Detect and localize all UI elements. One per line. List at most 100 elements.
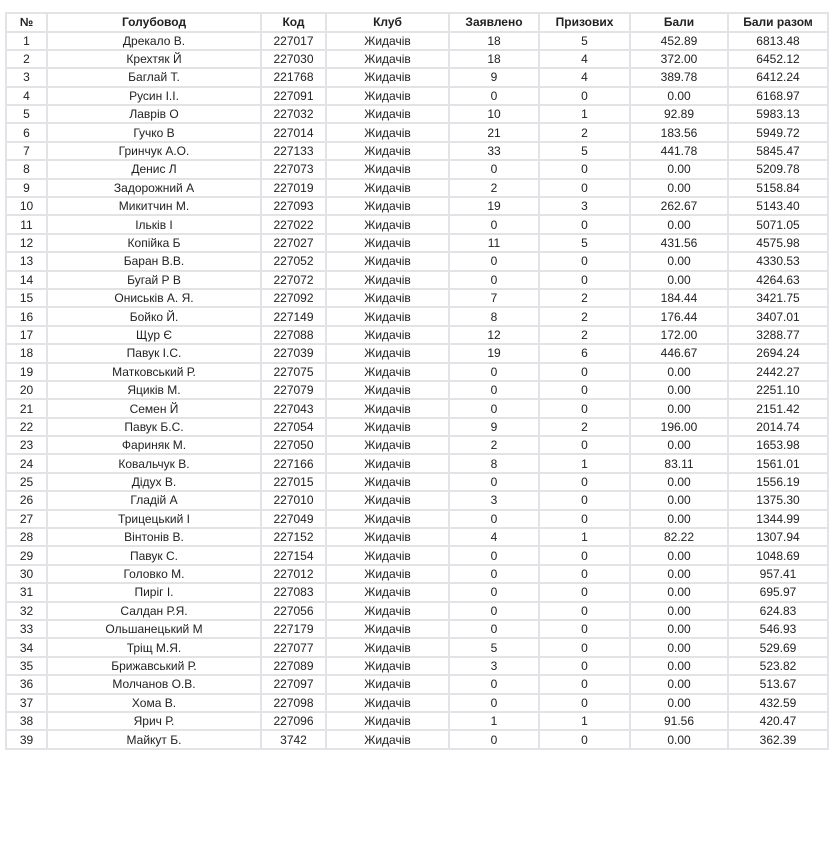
cell-entered: 0: [448, 85, 540, 107]
table-row: 9 Задорожний А 227019 Жидачів 2 0 0.00 5158.84: [5, 177, 829, 199]
cell-fancier: Бойко Й.: [46, 306, 262, 327]
cell-fancier: Баран В.В.: [46, 251, 262, 272]
cell-prizes: 0: [538, 600, 631, 622]
cell-club: Жидачів: [325, 674, 450, 695]
cell-number: 21: [5, 398, 48, 419]
cell-number: 3: [5, 67, 48, 88]
cell-code: 227097: [260, 674, 327, 695]
cell-entered: 33: [448, 140, 540, 162]
cell-points: 0.00: [629, 618, 729, 640]
cell-prizes: 0: [538, 637, 631, 658]
cell-entered: 2: [448, 435, 540, 456]
cell-points: 389.78: [629, 67, 729, 88]
cell-fancier: Дідух В.: [46, 471, 262, 493]
cell-fancier: Ковальчук В.: [46, 453, 262, 474]
cell-club: Жидачів: [325, 214, 450, 235]
table-row: 7 Гринчук А.О. 227133 Жидачів 33 5 441.78 5845.…: [5, 140, 829, 162]
cell-points: 446.67: [629, 343, 729, 364]
cell-number: 19: [5, 361, 48, 382]
cell-club: Жидачів: [325, 232, 450, 254]
cell-prizes: 0: [538, 159, 631, 180]
cell-prizes: 0: [538, 379, 631, 401]
cell-entered: 0: [448, 471, 540, 493]
cell-number: 32: [5, 600, 48, 622]
cell-prizes: 0: [538, 471, 631, 493]
cell-code: 227073: [260, 159, 327, 180]
cell-fancier: Дрекало В.: [46, 30, 262, 51]
table-row: 11 Ільків І 227022 Жидачів 0 0 0.00 5071.05: [5, 214, 829, 235]
cell-points: 262.67: [629, 195, 729, 217]
cell-prizes: 0: [538, 398, 631, 419]
cell-number: 16: [5, 306, 48, 327]
cell-club: Жидачів: [325, 324, 450, 346]
cell-club: Жидачів: [325, 67, 450, 88]
cell-club: Жидачів: [325, 637, 450, 658]
cell-entered: 2: [448, 177, 540, 199]
cell-total-points: 432.59: [727, 692, 829, 713]
cell-fancier: Павук С.: [46, 545, 262, 566]
table-row: 36 Молчанов О.В. 227097 Жидачів 0 0 0.00 513.67: [5, 674, 829, 695]
cell-club: Жидачів: [325, 177, 450, 199]
cell-fancier: Гучко В: [46, 122, 262, 143]
cell-number: 30: [5, 563, 48, 585]
cell-entered: 0: [448, 159, 540, 180]
cell-points: 92.89: [629, 104, 729, 125]
cell-total-points: 3288.77: [727, 324, 829, 346]
cell-number: 4: [5, 85, 48, 107]
cell-total-points: 1653.98: [727, 435, 829, 456]
table-row: 22 Павук Б.С. 227054 Жидачів 9 2 196.00 2014.74: [5, 416, 829, 438]
cell-points: 0.00: [629, 655, 729, 677]
cell-prizes: 0: [538, 545, 631, 566]
table-row: 15 Ониськів А. Я. 227092 Жидачів 7 2 184.44 342…: [5, 287, 829, 309]
cell-club: Жидачів: [325, 195, 450, 217]
cell-number: 9: [5, 177, 48, 199]
cell-total-points: 695.97: [727, 582, 829, 603]
cell-points: 0.00: [629, 361, 729, 382]
cell-entered: 0: [448, 361, 540, 382]
cell-code: 227056: [260, 600, 327, 622]
cell-prizes: 0: [538, 582, 631, 603]
cell-fancier: Хома В.: [46, 692, 262, 713]
cell-code: 227154: [260, 545, 327, 566]
cell-prizes: 2: [538, 122, 631, 143]
cell-prizes: 1: [538, 710, 631, 732]
cell-prizes: 0: [538, 655, 631, 677]
cell-code: 227019: [260, 177, 327, 199]
cell-number: 37: [5, 692, 48, 713]
cell-total-points: 4330.53: [727, 251, 829, 272]
cell-prizes: 0: [538, 729, 631, 750]
cell-total-points: 5158.84: [727, 177, 829, 199]
cell-number: 10: [5, 195, 48, 217]
cell-number: 7: [5, 140, 48, 162]
cell-club: Жидачів: [325, 545, 450, 566]
cell-points: 0.00: [629, 379, 729, 401]
cell-number: 28: [5, 527, 48, 548]
table-row: 38 Ярич Р. 227096 Жидачів 1 1 91.56 420.47: [5, 710, 829, 732]
cell-entered: 18: [448, 48, 540, 70]
cell-club: Жидачів: [325, 287, 450, 309]
cell-fancier: Трицецький І: [46, 508, 262, 530]
cell-points: 0.00: [629, 692, 729, 713]
table-row: 39 Майкут Б. 3742 Жидачів 0 0 0.00 362.39: [5, 729, 829, 750]
cell-number: 5: [5, 104, 48, 125]
cell-fancier: Вінтонів В.: [46, 527, 262, 548]
cell-prizes: 5: [538, 30, 631, 51]
cell-entered: 3: [448, 655, 540, 677]
cell-points: 452.89: [629, 30, 729, 51]
cell-code: 227022: [260, 214, 327, 235]
cell-fancier: Крехтяк Й: [46, 48, 262, 70]
table-row: 13 Баран В.В. 227052 Жидачів 0 0 0.00 4330.53: [5, 251, 829, 272]
cell-number: 29: [5, 545, 48, 566]
cell-code: 227152: [260, 527, 327, 548]
cell-entered: 8: [448, 306, 540, 327]
cell-points: 0.00: [629, 674, 729, 695]
cell-fancier: Яциків М.: [46, 379, 262, 401]
cell-prizes: 0: [538, 563, 631, 585]
cell-club: Жидачів: [325, 361, 450, 382]
cell-points: 0.00: [629, 435, 729, 456]
cell-fancier: Головко М.: [46, 563, 262, 585]
cell-entered: 11: [448, 232, 540, 254]
cell-fancier: Салдан Р.Я.: [46, 600, 262, 622]
cell-points: 0.00: [629, 637, 729, 658]
table-row: 14 Бугай Р В 227072 Жидачів 0 0 0.00 4264.63: [5, 269, 829, 290]
